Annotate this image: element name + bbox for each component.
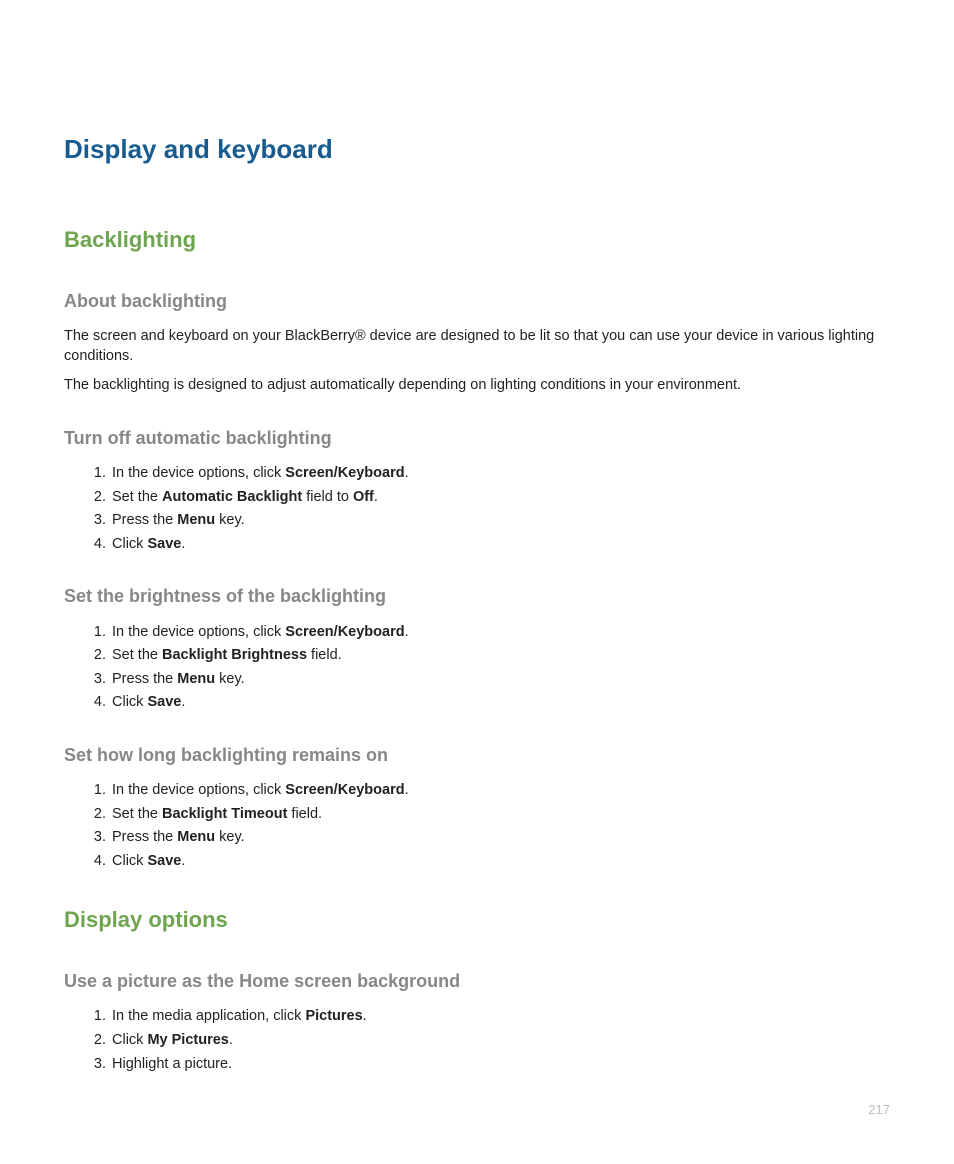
step-bold: Save: [147, 536, 181, 552]
step-bold: Screen/Keyboard: [285, 465, 404, 481]
subsection-use-picture: Use a picture as the Home screen backgro…: [64, 969, 890, 993]
list-item: Click My Pictures.: [110, 1031, 890, 1051]
step-text: key.: [215, 512, 245, 528]
list-item: Press the Menu key.: [110, 670, 890, 690]
list-item: Click Save.: [110, 535, 890, 555]
step-text: field to: [302, 489, 353, 505]
step-text: field.: [287, 806, 322, 822]
step-text: key.: [215, 829, 245, 845]
steps-set-timeout: In the device options, click Screen/Keyb…: [64, 781, 890, 871]
step-text: Press the: [112, 671, 177, 687]
step-text: Click: [112, 536, 147, 552]
step-bold: Automatic Backlight: [162, 489, 302, 505]
step-text: .: [229, 1032, 233, 1048]
step-bold: Save: [147, 853, 181, 869]
step-text: .: [181, 536, 185, 552]
subsection-set-brightness: Set the brightness of the backlighting: [64, 584, 890, 608]
steps-set-brightness: In the device options, click Screen/Keyb…: [64, 623, 890, 713]
step-text: .: [405, 465, 409, 481]
subsection-set-timeout: Set how long backlighting remains on: [64, 743, 890, 767]
steps-use-picture: In the media application, click Pictures…: [64, 1007, 890, 1074]
list-item: Press the Menu key.: [110, 511, 890, 531]
step-bold: Off: [353, 489, 374, 505]
step-text: .: [405, 624, 409, 640]
list-item: Click Save.: [110, 693, 890, 713]
step-text: Click: [112, 694, 147, 710]
step-text: Highlight a picture.: [112, 1056, 232, 1072]
subsection-turn-off-auto: Turn off automatic backlighting: [64, 426, 890, 450]
step-text: field.: [307, 647, 342, 663]
list-item: Highlight a picture.: [110, 1055, 890, 1075]
step-text: .: [405, 782, 409, 798]
list-item: Press the Menu key.: [110, 828, 890, 848]
step-bold: Pictures: [305, 1008, 362, 1024]
step-text: Press the: [112, 512, 177, 528]
list-item: Set the Backlight Timeout field.: [110, 805, 890, 825]
page-number: 217: [868, 1101, 890, 1119]
step-text: In the device options, click: [112, 465, 285, 481]
step-bold: Menu: [177, 512, 215, 528]
step-text: .: [181, 853, 185, 869]
step-text: key.: [215, 671, 245, 687]
list-item: Set the Backlight Brightness field.: [110, 646, 890, 666]
step-text: Set the: [112, 806, 162, 822]
step-bold: Save: [147, 694, 181, 710]
section-title-display-options: Display options: [64, 905, 890, 935]
list-item: Click Save.: [110, 852, 890, 872]
section-title-backlighting: Backlighting: [64, 225, 890, 255]
step-text: In the device options, click: [112, 782, 285, 798]
step-text: .: [181, 694, 185, 710]
list-item: In the device options, click Screen/Keyb…: [110, 464, 890, 484]
step-text: Press the: [112, 829, 177, 845]
body-paragraph: The screen and keyboard on your BlackBer…: [64, 327, 890, 366]
step-bold: Screen/Keyboard: [285, 782, 404, 798]
list-item: In the media application, click Pictures…: [110, 1007, 890, 1027]
step-bold: My Pictures: [147, 1032, 228, 1048]
list-item: In the device options, click Screen/Keyb…: [110, 623, 890, 643]
steps-turn-off-auto: In the device options, click Screen/Keyb…: [64, 464, 890, 554]
about-backlighting-body: The screen and keyboard on your BlackBer…: [64, 327, 890, 396]
step-text: In the device options, click: [112, 624, 285, 640]
list-item: Set the Automatic Backlight field to Off…: [110, 488, 890, 508]
step-text: Set the: [112, 489, 162, 505]
step-bold: Menu: [177, 829, 215, 845]
chapter-title: Display and keyboard: [64, 132, 890, 167]
list-item: In the device options, click Screen/Keyb…: [110, 781, 890, 801]
step-text: .: [374, 489, 378, 505]
document-page: Display and keyboard Backlighting About …: [0, 0, 954, 1164]
step-bold: Menu: [177, 671, 215, 687]
body-paragraph: The backlighting is designed to adjust a…: [64, 376, 890, 396]
step-text: Click: [112, 1032, 147, 1048]
step-text: Click: [112, 853, 147, 869]
step-bold: Screen/Keyboard: [285, 624, 404, 640]
step-bold: Backlight Brightness: [162, 647, 307, 663]
step-text: In the media application, click: [112, 1008, 305, 1024]
step-bold: Backlight Timeout: [162, 806, 287, 822]
subsection-about-backlighting: About backlighting: [64, 289, 890, 313]
step-text: Set the: [112, 647, 162, 663]
step-text: .: [363, 1008, 367, 1024]
